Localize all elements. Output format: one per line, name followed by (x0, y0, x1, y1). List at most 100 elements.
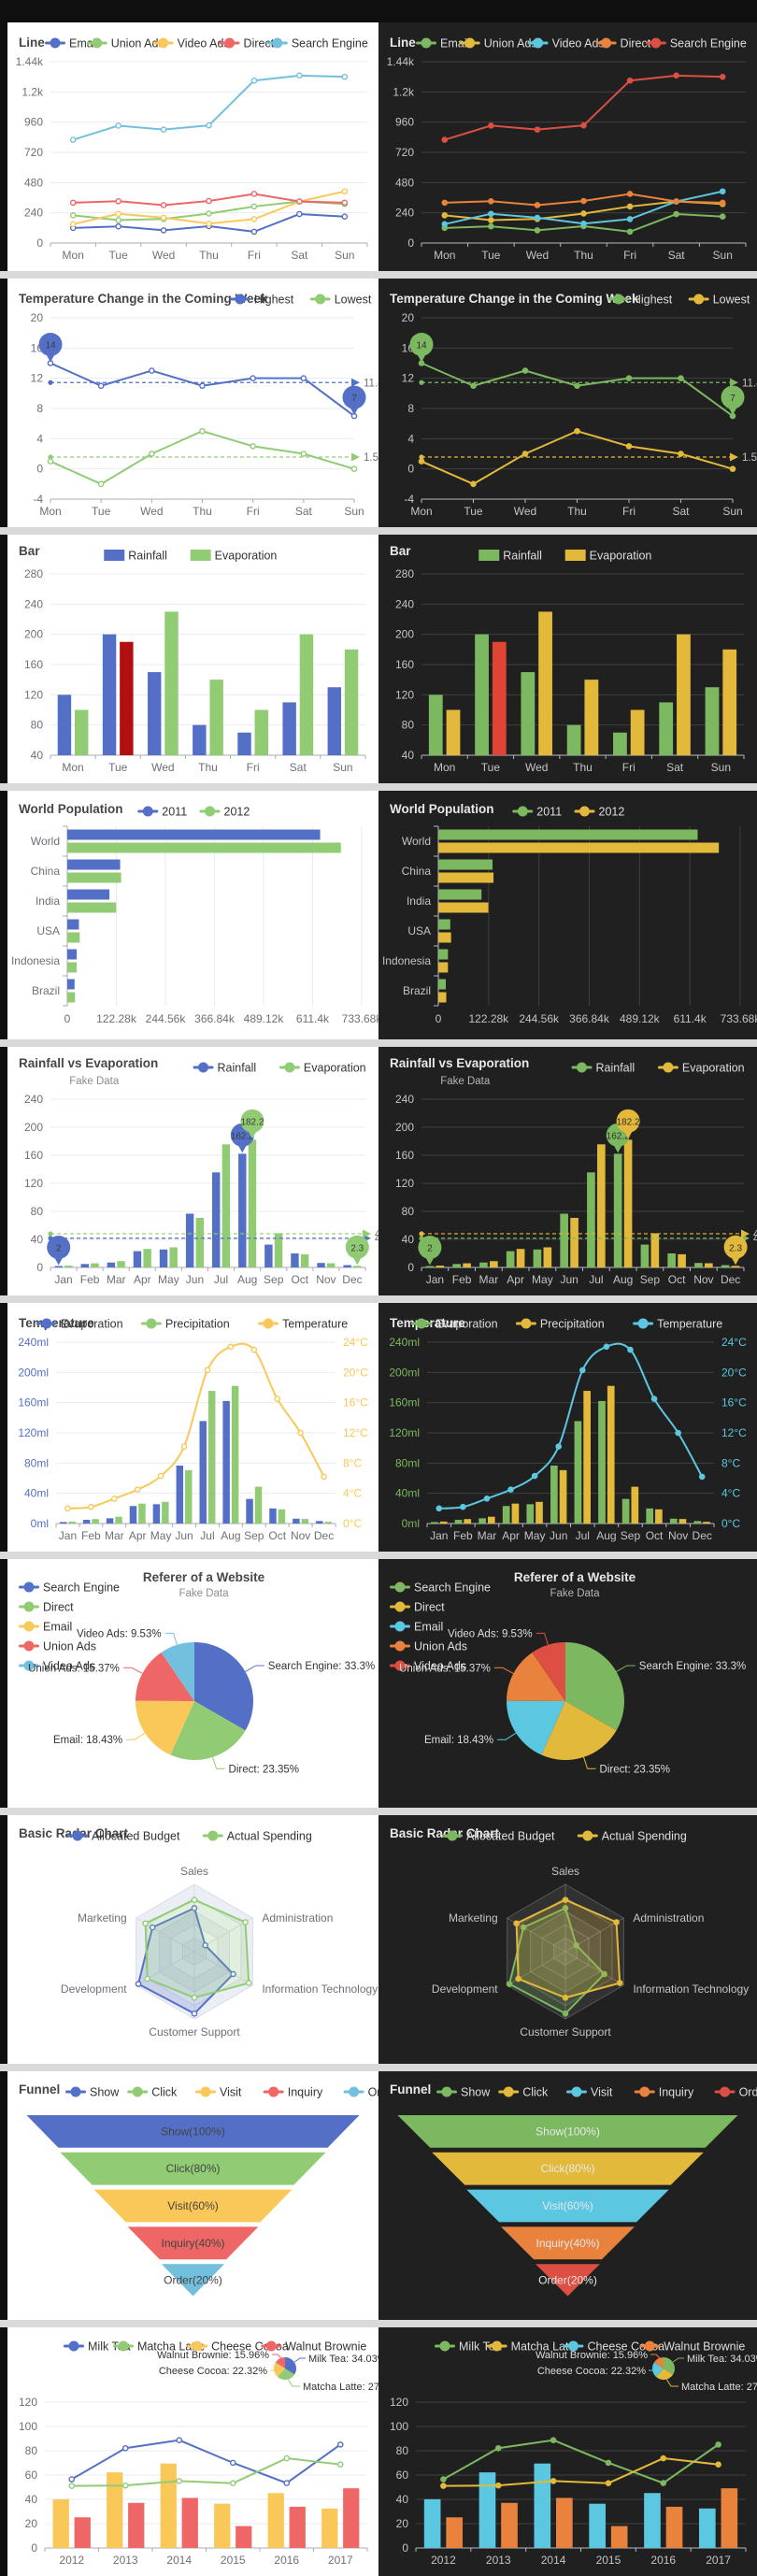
data-point (534, 126, 541, 133)
legend-item-visit[interactable]: Visit (194, 2086, 242, 2099)
legend-item-temperature[interactable]: Temperature (258, 1318, 348, 1331)
y-axis-category-label: India (36, 894, 60, 908)
legend-dot-icon (70, 2086, 81, 2097)
legend-item-rainfall[interactable]: Rainfall (104, 550, 167, 563)
x-axis-tick-label: Fri (622, 761, 636, 774)
bar (538, 611, 552, 755)
legend-item-2011[interactable]: 2011 (512, 806, 562, 819)
data-point (719, 73, 726, 80)
y-axis-tick-label: 80ml (395, 1456, 420, 1469)
bar (115, 1516, 122, 1524)
legend-item-email[interactable]: Email (416, 37, 469, 50)
legend-item-2012[interactable]: 2012 (574, 806, 625, 819)
legend-item-click[interactable]: Click (498, 2086, 549, 2099)
legend-item-inquiry[interactable]: Inquiry (263, 2086, 323, 2099)
legend-item-2012[interactable]: 2012 (199, 806, 250, 819)
data-point (550, 2478, 557, 2484)
legend-item-matcha-latte[interactable]: Matcha Latte (486, 2340, 578, 2354)
legend-item-rainfall[interactable]: Rainfall (193, 1062, 257, 1075)
legend-item-allocated-budget[interactable]: Allocated Budget (66, 1830, 180, 1843)
mark-line: 1.57 (419, 452, 757, 464)
mark-point-label: 162.2 (607, 1131, 630, 1141)
legend-item-actual-spending[interactable]: Actual Spending (577, 1830, 687, 1843)
legend-item-search-engine[interactable]: Search Engine (19, 1581, 120, 1595)
legend-item-actual-spending[interactable]: Actual Spending (202, 1830, 312, 1843)
legend-item-walnut-brownie[interactable]: Walnut Brownie (261, 2340, 366, 2354)
legend-item-click[interactable]: Click (127, 2086, 178, 2099)
legend-dot-icon (663, 1062, 674, 1073)
legend-item-email[interactable]: Email (19, 1621, 72, 1634)
y-axis-tick-label: 280 (395, 567, 414, 580)
legend-label: Precipitation (540, 1318, 605, 1331)
legend-item-rainfall[interactable]: Rainfall (478, 550, 542, 563)
legend-item-show[interactable]: Show (436, 2086, 491, 2099)
legend-item-visit[interactable]: Visit (565, 2086, 613, 2099)
legend-item-precipitation[interactable]: Precipitation (140, 1318, 230, 1331)
legend-item-evaporation[interactable]: Evaporation (410, 1318, 498, 1331)
legend-item-milk-tea[interactable]: Milk Tea (435, 2340, 502, 2354)
series-search-engine (69, 72, 349, 143)
legend-item-search-engine[interactable]: Search Engine (645, 37, 747, 50)
legend-item-evaporation[interactable]: Evaporation (36, 1318, 123, 1331)
legend-item-direct[interactable]: Direct (19, 1601, 74, 1614)
legend-item-evaporation[interactable]: Evaporation (190, 550, 278, 563)
legend-dot-icon (637, 1318, 649, 1329)
legend-dot-icon (23, 1660, 35, 1671)
chart-temp-week-dark: Temperature Change in the Coming WeekHig… (390, 292, 757, 518)
page-left-edge (0, 791, 7, 1039)
pie-slice-direct: Direct: 23.35% (170, 1701, 299, 1775)
legend-item-2011[interactable]: 2011 (137, 806, 187, 819)
legend-item-video-ads[interactable]: Video Ads (390, 1660, 466, 1673)
mark-point: 182.2 (617, 1109, 640, 1139)
legend-item-walnut-brownie[interactable]: Walnut Brownie (639, 2340, 745, 2354)
legend-item-order[interactable]: Order (343, 2086, 378, 2099)
legend-item-video-ads[interactable]: Video Ads (19, 1660, 95, 1673)
legend-item-union-ads[interactable]: Union Ads (19, 1640, 96, 1653)
legend-item-evaporation[interactable]: Evaporation (564, 550, 652, 563)
cartesian-grid: 0 40 80 120 160 200 240 (24, 1093, 365, 1274)
x-axis-tick-label: 2017 (328, 2554, 353, 2567)
legend-item-email[interactable]: Email (390, 1621, 443, 1634)
data-point (283, 2480, 291, 2486)
legend-dot-icon (521, 1318, 532, 1329)
legend-item-search-engine[interactable]: Search Engine (390, 1581, 491, 1595)
legend-item-precipitation[interactable]: Precipitation (515, 1318, 605, 1331)
legend-item-union-ads[interactable]: Union Ads (390, 1640, 467, 1653)
legend-item-union-ads[interactable]: Union Ads (86, 37, 164, 50)
bar (57, 694, 72, 755)
series-actual-spending (142, 1896, 252, 2001)
legend-item-direct[interactable]: Direct (390, 1601, 445, 1614)
legend-item-temperature[interactable]: Temperature (633, 1318, 722, 1331)
legend-item-matcha-latte[interactable]: Matcha Latte (112, 2340, 205, 2354)
bar (703, 1522, 710, 1524)
legend-item-evaporation[interactable]: Evaporation (279, 1062, 366, 1075)
bar (438, 979, 447, 990)
data-point (69, 221, 77, 228)
legend-item-rainfall[interactable]: Rainfall (571, 1062, 636, 1075)
legend-item-inquiry[interactable]: Inquiry (634, 2086, 694, 2099)
legend-item-email[interactable]: Email (45, 37, 98, 50)
mini-pie-label: Milk Tea: 34.03% (308, 2354, 378, 2365)
legend-item-lowest[interactable]: Lowest (309, 293, 372, 307)
legend-item-show[interactable]: Show (65, 2086, 120, 2099)
legend-item-direct[interactable]: Direct (219, 37, 275, 50)
funnel-band-label: Inquiry(40%) (161, 2237, 224, 2250)
y2-axis-tick-label: 4°C (343, 1487, 362, 1500)
data-point (180, 1443, 188, 1450)
legend-item-video-ads[interactable]: Video Ads (527, 37, 605, 50)
legend-item-order[interactable]: Order (714, 2086, 757, 2099)
x-axis-tick-label: Fri (247, 761, 260, 774)
legend-item-video-ads[interactable]: Video Ads (152, 37, 230, 50)
legend-item-lowest[interactable]: Lowest (688, 293, 750, 307)
legend-item-allocated-budget[interactable]: Allocated Budget (441, 1830, 555, 1843)
legend-item-evaporation[interactable]: Evaporation (657, 1062, 745, 1075)
x-axis-tick-label: Dec (342, 1273, 362, 1286)
legend-item-cheese-cocoa[interactable]: Cheese Cocoa (563, 2340, 664, 2354)
legend-item-search-engine[interactable]: Search Engine (266, 37, 368, 50)
mini-pie-slice (652, 2362, 664, 2377)
legend-item-union-ads[interactable]: Union Ads (459, 37, 537, 50)
legend-item-direct[interactable]: Direct (595, 37, 651, 50)
legend-item-highest[interactable]: Highest (607, 293, 673, 307)
legend-item-highest[interactable]: Highest (229, 293, 294, 307)
